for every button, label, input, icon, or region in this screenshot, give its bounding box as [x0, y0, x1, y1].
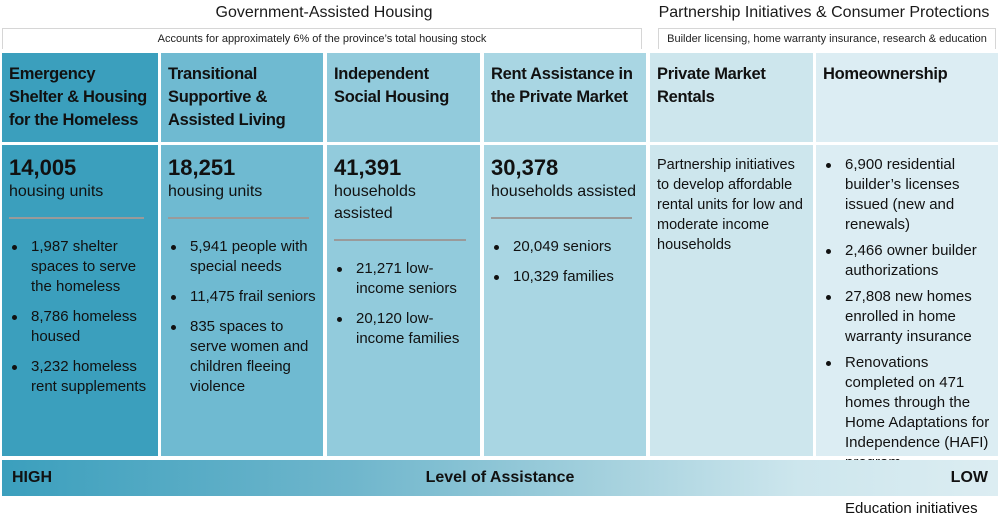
list-item: 835 spaces to serve women and children f…	[168, 317, 317, 397]
stat-number: 30,378	[491, 155, 559, 180]
level-high-label: HIGH	[12, 469, 52, 486]
divider	[491, 217, 632, 219]
group-title-government: Government-Assisted Housing	[215, 4, 433, 21]
list-item: 20,049 seniors	[491, 237, 640, 257]
list-item: Renovations completed on 471 homes throu…	[823, 353, 992, 473]
list-item: 2,466 owner builder authorizations	[823, 241, 992, 281]
column-body-rent-assistance: 30,378 households assisted 20,049 senior…	[484, 145, 646, 456]
list-item: 11,475 frail seniors	[168, 287, 317, 307]
stat-number: 18,251	[168, 155, 236, 180]
list-item: 20,120 low-income families	[334, 309, 474, 349]
group-subtitle-partnership: Builder licensing, home warranty insuran…	[658, 28, 996, 49]
stat-unit: housing units	[168, 183, 263, 200]
column-body-transitional: 18,251 housing units 5,941 people with s…	[161, 145, 323, 456]
column-header-social-housing: Independent Social Housing	[327, 53, 480, 142]
column-body-social-housing: 41,391 households assisted 21,271 low-in…	[327, 145, 480, 456]
divider	[334, 239, 466, 241]
list-item: 3,232 homeless rent supplements	[9, 357, 152, 397]
assistance-level-bar: HIGH Level of Assistance LOW	[2, 460, 998, 496]
list-item: 10,329 families	[491, 267, 640, 287]
column-body-emergency-shelter: 14,005 housing units 1,987 shelter space…	[2, 145, 158, 456]
group-subtitle-government: Accounts for approximately 6% of the pro…	[2, 28, 642, 49]
stat-number: 14,005	[9, 155, 77, 180]
column-body-homeownership: 6,900 residential builder’s licenses iss…	[816, 145, 998, 517]
column-header-transitional: Transitional Supportive & Assisted Livin…	[161, 53, 323, 142]
level-of-assistance-label: Level of Assistance	[425, 469, 575, 486]
column-header-rent-assistance: Rent Assistance in the Private Market	[484, 53, 646, 142]
list-item: 8,786 homeless housed	[9, 307, 152, 347]
column-body-private-rentals: Partnership initiatives to develop affor…	[650, 145, 813, 456]
list-item: 6,900 residential builder’s licenses iss…	[823, 155, 992, 235]
description-text: Partnership initiatives to develop affor…	[657, 157, 803, 253]
group-title-partnership: Partnership Initiatives & Consumer Prote…	[658, 4, 990, 21]
column-header-homeownership: Homeownership	[816, 53, 998, 142]
stat-unit: housing units	[9, 183, 104, 200]
level-low-label: LOW	[950, 469, 988, 486]
divider	[9, 217, 144, 219]
column-header-private-rentals: Private Market Rentals	[650, 53, 813, 142]
divider	[168, 217, 309, 219]
column-header-emergency-shelter: Emergency Shelter & Housing for the Home…	[2, 53, 158, 142]
list-item: 27,808 new homes enrolled in home warran…	[823, 287, 992, 347]
stat-number: 41,391	[334, 155, 402, 180]
list-item: 21,271 low-income seniors	[334, 259, 474, 299]
list-item: 5,941 people with special needs	[168, 237, 317, 277]
stat-unit: households assisted	[491, 183, 636, 200]
stat-unit: households assisted	[334, 183, 416, 222]
list-item: 1,987 shelter spaces to serve the homele…	[9, 237, 152, 297]
